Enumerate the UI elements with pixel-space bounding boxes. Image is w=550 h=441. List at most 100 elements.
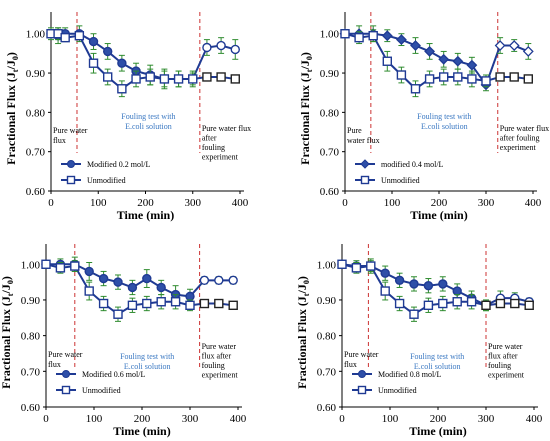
data-point (202, 42, 212, 53)
data-point (495, 72, 505, 82)
y-tick-label: 1.00 (317, 259, 337, 271)
x-tick-label: 400 (525, 197, 542, 209)
data-point (185, 300, 195, 311)
x-tick-label: 300 (182, 413, 199, 425)
annotation-after-fouling: fouling (488, 361, 511, 370)
x-tick-label: 300 (478, 413, 495, 425)
data-point (452, 55, 464, 67)
annotation-fouling: Fouling test with (121, 112, 175, 121)
annotation-after-fouling: Pure water flux (500, 124, 549, 133)
data-point (214, 275, 224, 286)
data-point (230, 44, 240, 55)
data-point (202, 72, 212, 82)
legend-label: Unmodified (381, 176, 420, 185)
y-axis-title: Fractional Flux (Jt/J0) (0, 276, 15, 389)
y-axis-title: Fractional Flux (Jt/J0) (298, 52, 314, 165)
data-point (145, 72, 155, 82)
data-point (410, 84, 421, 94)
data-point (523, 74, 533, 84)
data-point (423, 280, 434, 291)
annotation-pure-water: flux (48, 360, 61, 369)
chart-legend: modified 0.4 mol/L Unmodified (355, 159, 444, 185)
data-point (70, 261, 80, 271)
data-point (467, 74, 477, 84)
data-point (88, 36, 99, 47)
data-point (173, 74, 184, 84)
data-point (199, 275, 210, 286)
chart-legend: Modified 0.8 mol/L Unmodified (352, 370, 441, 395)
data-point (228, 300, 238, 311)
y-tick-label: 0.90 (26, 68, 46, 80)
y-tick-label: 0.60 (317, 402, 337, 414)
x-tick-label: 200 (134, 413, 151, 425)
data-point (88, 58, 99, 68)
data-point (381, 30, 393, 42)
y-tick-label: 0.70 (320, 147, 340, 159)
annotation-pure-water: flux (53, 136, 66, 145)
series-unmodified (340, 29, 533, 98)
legend-label: modified 0.4 mol/L (381, 160, 444, 169)
annotation-after-fouling: after (202, 134, 217, 143)
data-point (424, 74, 435, 84)
legend-marker (66, 175, 76, 185)
data-point (481, 76, 491, 86)
x-axis-title: Time (min) (409, 424, 466, 438)
y-tick-label: 0.60 (21, 402, 41, 414)
data-point (368, 30, 378, 41)
chart-panel-d: 0.60 0.70 0.80 0.90 1.00 0 100 200 300 400 Time (m… (295, 244, 543, 438)
annotation-after-fouling: experiment (488, 371, 525, 380)
chart-legend: Modified 0.6 mol/L Unmodified (56, 370, 145, 395)
x-axis-title: Time (min) (410, 208, 467, 222)
x-tick-label: 200 (430, 413, 447, 425)
data-point (156, 282, 166, 293)
data-point (55, 263, 66, 273)
y-tick-label: 0.90 (320, 68, 340, 80)
series-unmodified (337, 259, 534, 322)
annotation-fouling: Fouling test with (410, 352, 464, 361)
data-point (127, 282, 138, 293)
x-tick-label: 100 (384, 197, 401, 209)
data-point (340, 29, 350, 39)
data-point (524, 300, 534, 311)
x-tick-label: 200 (137, 197, 154, 209)
data-point (466, 297, 477, 307)
data-point (159, 74, 170, 84)
legend-label: Unmodified (87, 176, 126, 185)
data-point (98, 298, 109, 309)
y-tick-label: 0.70 (317, 366, 337, 378)
y-tick-label: 1.00 (320, 29, 340, 41)
annotation-pure-water: flux (344, 360, 357, 369)
y-tick-label: 0.80 (320, 107, 340, 119)
data-point (214, 298, 224, 309)
annotation-after-fouling: experiment (202, 371, 239, 380)
legend-label: Modified 0.6 mol/L (82, 370, 145, 379)
data-point (438, 279, 448, 289)
data-point (170, 297, 181, 307)
x-tick-label: 100 (90, 197, 107, 209)
data-point (495, 298, 506, 309)
y-tick-label: 0.80 (26, 107, 46, 119)
data-point (395, 34, 407, 46)
annotation-after-fouling: experiment (500, 143, 537, 152)
x-tick-label: 0 (43, 413, 49, 425)
x-tick-label: 400 (232, 197, 249, 209)
x-tick-label: 0 (48, 197, 54, 209)
y-tick-label: 0.90 (317, 295, 337, 307)
data-point (98, 273, 109, 284)
x-tick-label: 200 (431, 197, 448, 209)
annotation-fouling: E.coli solution (414, 362, 461, 371)
data-point (452, 297, 462, 307)
data-point (508, 40, 520, 51)
x-tick-label: 100 (382, 413, 399, 425)
x-axis-title: Time (min) (113, 424, 170, 438)
x-tick-label: 400 (526, 413, 543, 425)
data-point (199, 298, 210, 309)
data-point (185, 291, 195, 302)
annotation-after-fouling: fouling (202, 143, 225, 152)
data-point (41, 259, 51, 269)
y-tick-label: 0.60 (320, 186, 340, 198)
legend-label: Unmodified (378, 386, 417, 395)
data-point (60, 32, 70, 43)
annotation-after-fouling: experiment (202, 153, 239, 162)
